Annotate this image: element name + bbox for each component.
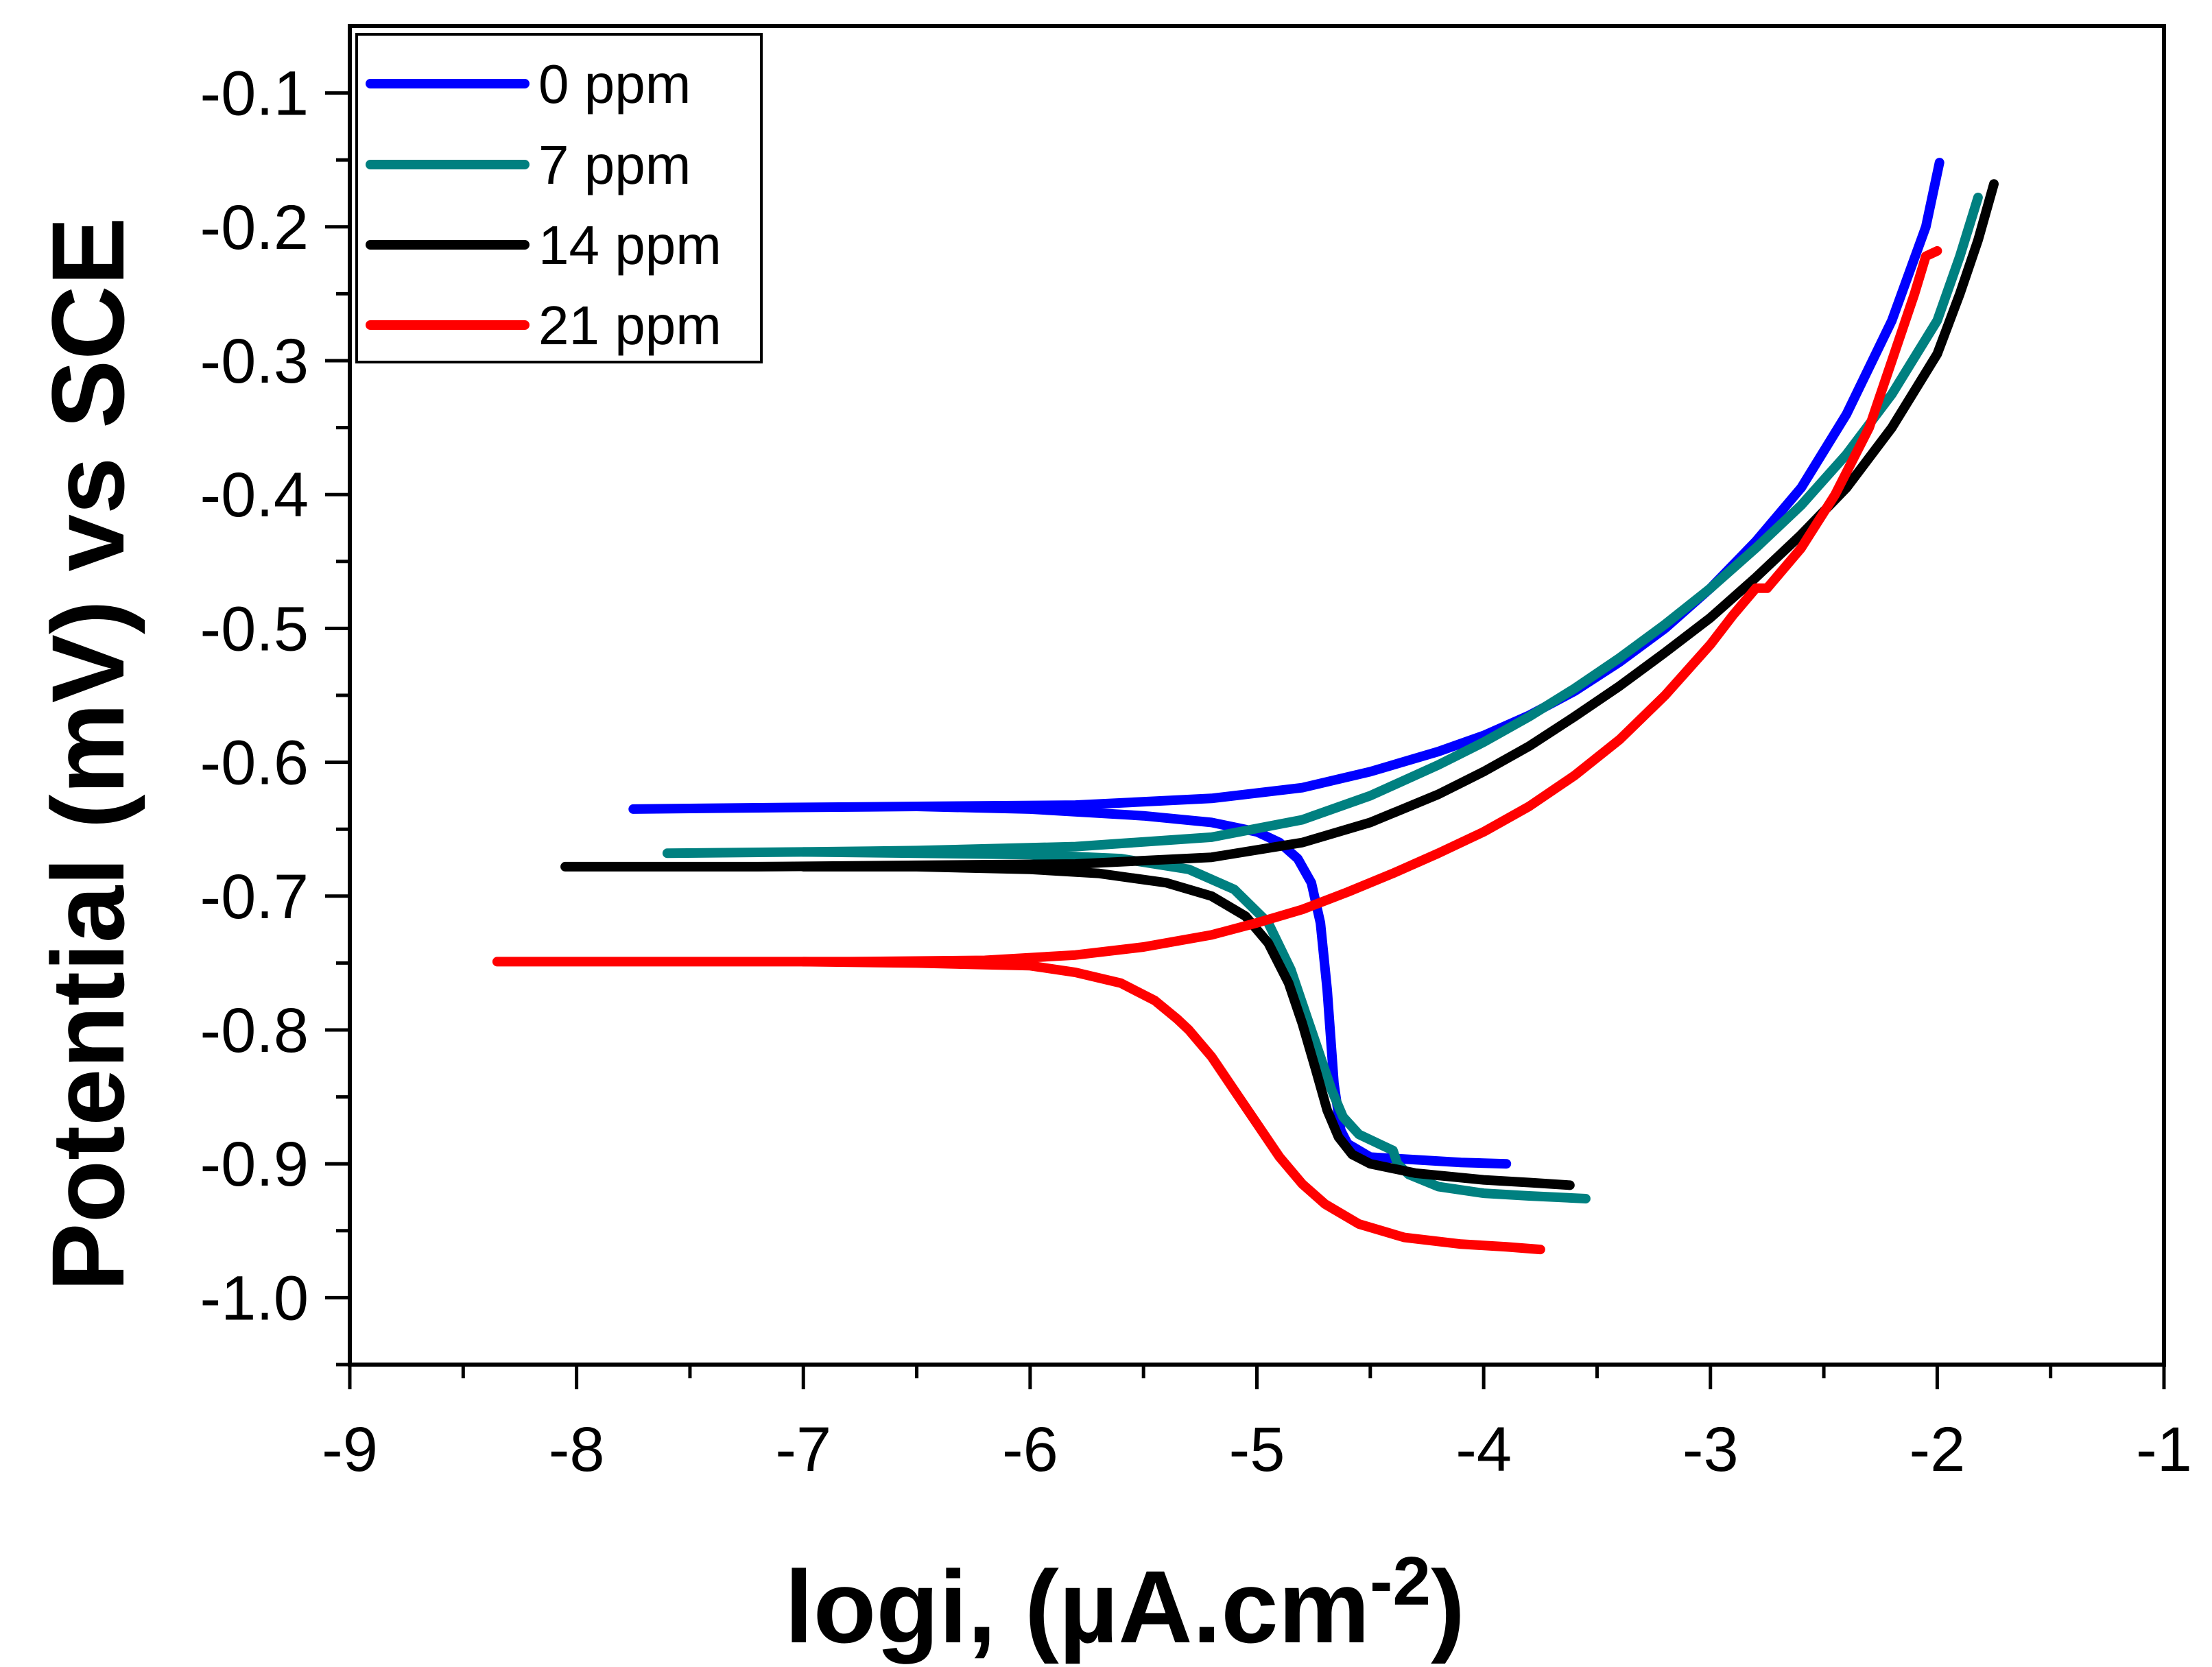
legend-label-0: 0 ppm <box>538 53 691 115</box>
series-line-14-ppm <box>798 861 1575 1190</box>
x-axis-title-superscript: -2 <box>1370 1543 1431 1620</box>
x-tick-label: -1 <box>2136 1415 2192 1485</box>
x-tick-label: -9 <box>322 1415 378 1485</box>
series-line-21-ppm <box>492 245 1942 967</box>
series-line-21-ppm <box>798 957 1545 1255</box>
x-tick-label: -4 <box>1455 1415 1512 1485</box>
y-tick-label: -0.8 <box>200 996 309 1066</box>
legend-box <box>355 33 763 363</box>
y-tick-label: -0.7 <box>200 862 309 932</box>
legend: 0 ppm 7 ppm 14 ppm 21 ppm <box>355 33 763 363</box>
legend-label-1: 7 ppm <box>538 134 691 195</box>
x-axis-title-main: logi, (µA.cm <box>785 1549 1370 1664</box>
y-tick-label: -0.5 <box>200 594 309 664</box>
x-tick-label: -8 <box>549 1415 605 1485</box>
y-tick-label: -0.1 <box>200 59 309 129</box>
x-tick-label: -7 <box>775 1415 831 1485</box>
y-tick-label: -0.9 <box>200 1129 309 1199</box>
x-tick-label: -5 <box>1229 1415 1285 1485</box>
legend-label-3: 21 ppm <box>538 295 722 356</box>
y-tick-label: -1.0 <box>200 1263 309 1333</box>
x-tick-label: -6 <box>1002 1415 1058 1485</box>
y-axis-title: Potential (mV) vs SCE <box>30 217 145 1291</box>
y-tick-label: -0.6 <box>200 728 309 798</box>
plot-frame <box>348 24 2166 1367</box>
x-axis-title-close: ) <box>1431 1549 1465 1664</box>
x-tick-label: -3 <box>1682 1415 1739 1485</box>
series-line-14-ppm <box>560 179 1999 872</box>
axis-ticks <box>325 91 2166 1389</box>
y-tick-label: -0.3 <box>200 326 309 396</box>
legend-label-2: 14 ppm <box>538 215 722 276</box>
x-axis-title: logi, (µA.cm-2) <box>785 1543 1465 1664</box>
y-tick-label: -0.2 <box>200 193 309 263</box>
series-line-0-ppm <box>912 802 1512 1169</box>
data-series <box>492 158 1999 1255</box>
y-tick-label: -0.4 <box>200 460 309 530</box>
axis-tick-labels: -9 -8 -7 -6 -5 -4 -3 -2 -1 -1.0 -0.9 -0.8 -0.7 -0.6 -0… <box>200 59 2191 1485</box>
x-tick-label: -2 <box>1909 1415 1965 1485</box>
